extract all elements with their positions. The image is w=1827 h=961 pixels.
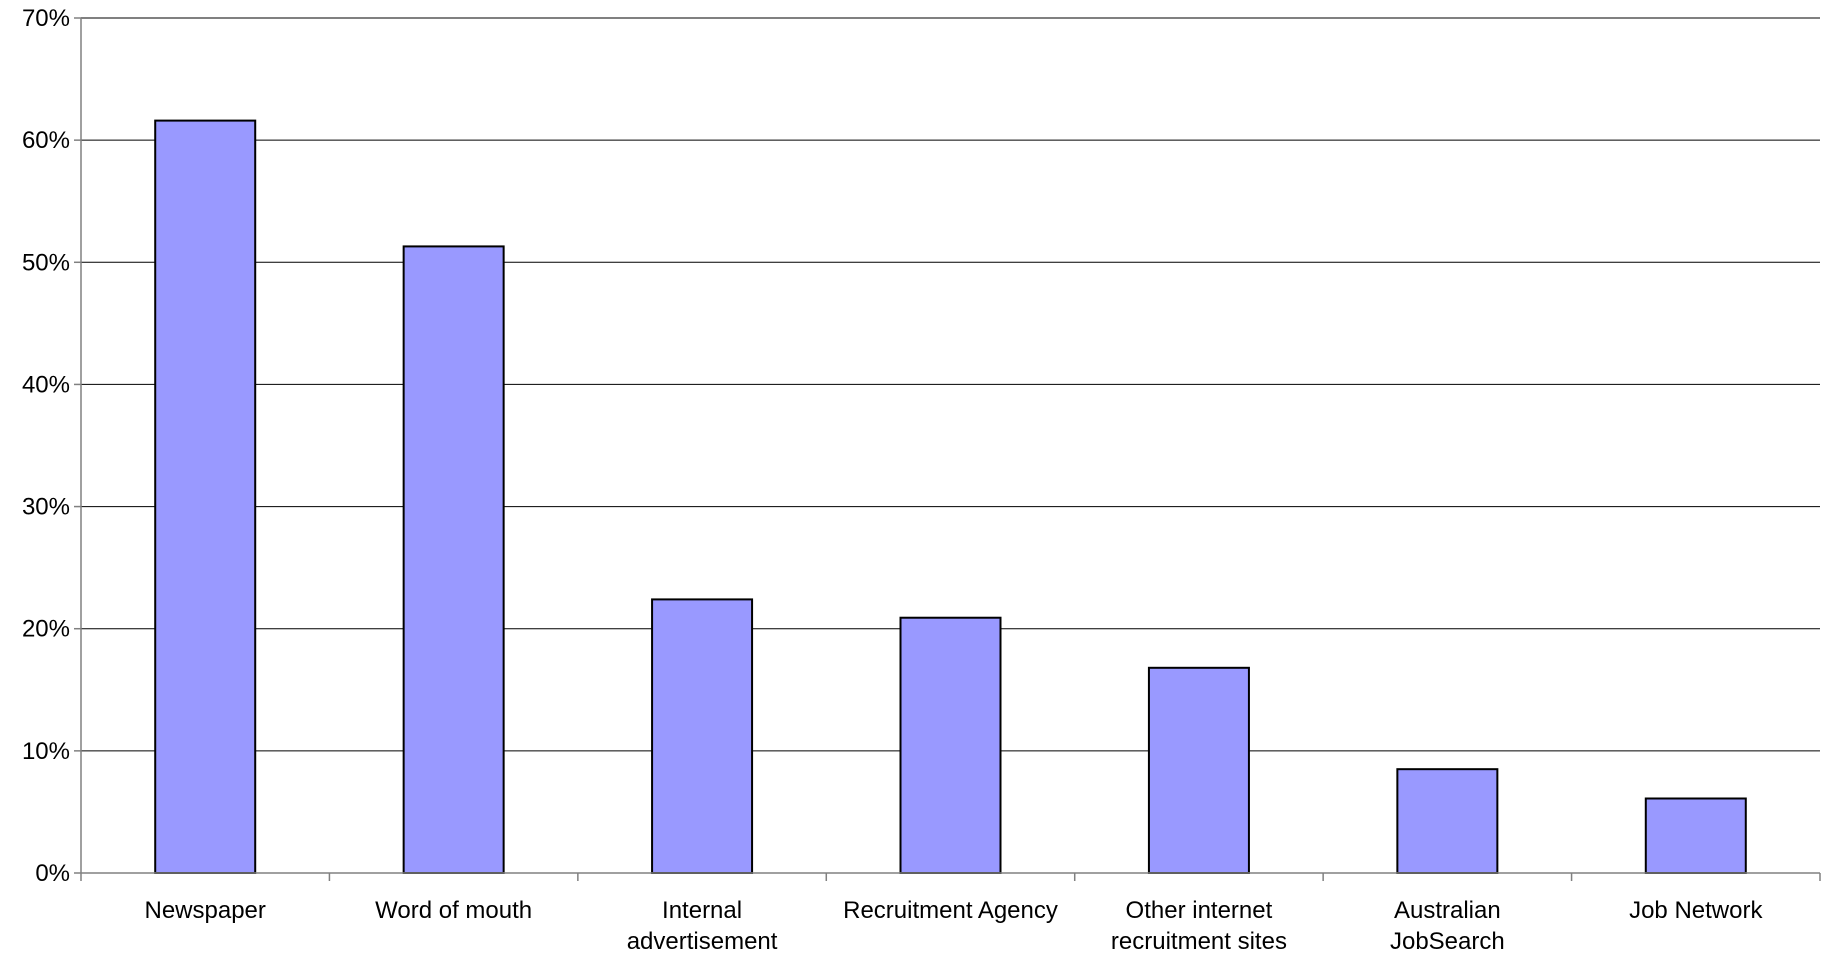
bar	[154, 119, 257, 875]
x-tick-labels: Newspaper Word of mouth Internal advertisem…	[145, 897, 1764, 955]
y-tick-label: 60%	[22, 127, 70, 154]
y-tick-labels: 0% 10% 20% 30% 40% 50% 60% 70%	[22, 5, 70, 887]
x-tick-label-line: Word of mouth	[375, 897, 532, 924]
bar	[1396, 768, 1499, 875]
x-tick-label-line: Newspaper	[145, 897, 266, 924]
bar	[899, 616, 1002, 874]
bar	[1147, 666, 1250, 874]
bar	[651, 598, 754, 875]
x-tick-label-line: recruitment sites	[1111, 928, 1287, 955]
gridlines	[81, 17, 1820, 752]
bar	[1644, 797, 1747, 874]
y-tick-label: 20%	[22, 616, 70, 643]
y-tick-label: 70%	[22, 5, 70, 32]
y-tick-label: 0%	[35, 860, 70, 887]
axes	[74, 17, 1821, 881]
x-tick-label-line: advertisement	[627, 928, 778, 955]
x-tick-label: Australian JobSearch	[1390, 897, 1505, 955]
y-tick-label: 40%	[22, 371, 70, 398]
bars	[154, 119, 1747, 875]
x-tick-label-line: JobSearch	[1390, 928, 1505, 955]
x-tick-label-line: Other internet	[1126, 897, 1273, 924]
x-tick-label: Newspaper	[145, 897, 266, 924]
x-tick-label-line: Recruitment Agency	[843, 897, 1058, 924]
y-tick-label: 30%	[22, 494, 70, 521]
y-tick-label: 10%	[22, 738, 70, 765]
x-tick-label: Other internet recruitment sites	[1111, 897, 1287, 955]
x-tick-label-line: Australian	[1394, 897, 1501, 924]
y-tick-label: 50%	[22, 249, 70, 276]
x-tick-label-line: Job Network	[1629, 897, 1763, 924]
x-tick-label: Word of mouth	[375, 897, 532, 924]
x-tick-label: Job Network	[1629, 897, 1763, 924]
bar	[402, 245, 505, 874]
x-tick-label: Internal advertisement	[627, 897, 778, 955]
x-tick-label-line: Internal	[662, 897, 742, 924]
x-tick-label: Recruitment Agency	[843, 897, 1058, 924]
